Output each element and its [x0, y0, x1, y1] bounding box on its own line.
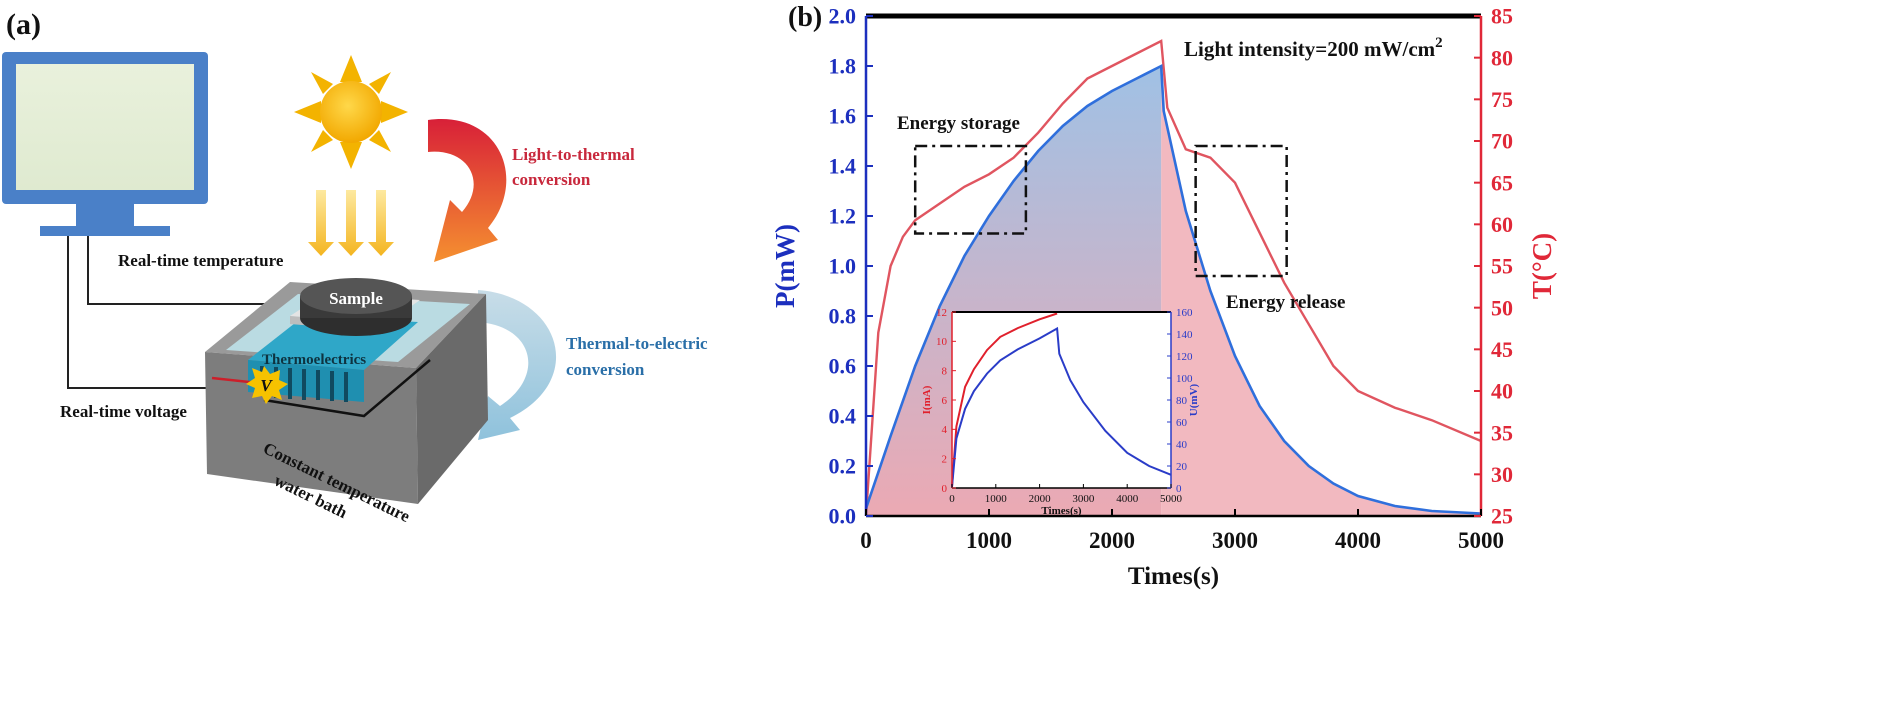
- light-to-thermal-arrow: [428, 119, 507, 262]
- y2-tick-label: 55: [1491, 254, 1513, 279]
- y-tick-label: 1.8: [829, 54, 857, 79]
- y-tick-label: 10: [936, 336, 948, 348]
- y2-tick-label: 100: [1176, 373, 1193, 385]
- temperature-series-line: [864, 39, 1482, 517]
- power-series-line: [864, 63, 1482, 515]
- y2-tick-label: 120: [1176, 351, 1193, 363]
- y2-tick-label: 140: [1176, 329, 1193, 341]
- y2-tick-label: 60: [1176, 417, 1188, 429]
- y2-tick-label: 45: [1491, 337, 1513, 362]
- y2-tick-label: 60: [1491, 212, 1513, 237]
- y-tick-label: 12: [936, 307, 947, 319]
- dashdot-box: [1194, 144, 1288, 278]
- sun-icon: [294, 55, 408, 169]
- y-tick-label: 1.6: [829, 104, 857, 129]
- x-tick-label: 2000: [1029, 493, 1052, 505]
- y-tick-label: 8: [942, 366, 948, 378]
- y-tick-label: 2: [942, 454, 948, 466]
- power-release-fill: [1161, 66, 1481, 516]
- x-tick-label: 3000: [1072, 493, 1095, 505]
- current-series-line: [951, 312, 1058, 487]
- light-beam-arrows: [308, 190, 394, 256]
- main-chart: 0 1000 2000 3000 4000 50000.00.20.40.60.81.01…: [770, 4, 1557, 590]
- x-tick-label: 2000: [1089, 528, 1135, 553]
- x-tick-label: 1000: [966, 528, 1012, 553]
- x-tick-label: 5000: [1160, 493, 1183, 505]
- y-axis-title: I(mA): [921, 385, 933, 414]
- sample-disc: [300, 278, 412, 336]
- sample-label: Sample: [329, 289, 383, 308]
- y-tick-label: 0.2: [829, 454, 857, 479]
- y2-tick-label: 40: [1176, 439, 1188, 451]
- inset-chart: 0 1000 2000 3000 4000 50000246810120204060801…: [921, 307, 1200, 517]
- y-tick-label: 6: [942, 395, 948, 407]
- real-time-voltage-label: Real-time voltage: [60, 402, 187, 421]
- real-time-temperature-label: Real-time temperature: [118, 251, 284, 270]
- y2-tick-label: 85: [1491, 4, 1513, 29]
- y-tick-label: 0.8: [829, 304, 857, 329]
- voltmeter-label: V: [260, 376, 273, 395]
- y2-tick-label: 160: [1176, 307, 1193, 319]
- y2-tick-label: 25: [1491, 504, 1513, 529]
- energy-release-label: Energy release: [1226, 292, 1345, 313]
- y2-tick-label: 75: [1491, 87, 1513, 112]
- thermoelectrics-label: Thermoelectrics: [262, 352, 366, 368]
- x-tick-label: 1000: [985, 493, 1008, 505]
- y-tick-label: 0: [942, 483, 948, 495]
- x-axis-title: Times(s): [1128, 563, 1219, 590]
- y-tick-label: 2.0: [829, 4, 857, 29]
- panel-b: (b) 0 1000 2000 3000 4000 50000.00.20.40.60.8…: [770, 2, 1557, 590]
- x-tick-label: 3000: [1212, 528, 1258, 553]
- y-tick-label: 0.6: [829, 354, 857, 379]
- y-tick-label: 1.4: [829, 154, 857, 179]
- light-intensity-label: Light intensity=200 mW/cm2: [1184, 35, 1443, 61]
- x-tick-label: 5000: [1458, 528, 1504, 553]
- x-tick-label: 4000: [1116, 493, 1139, 505]
- x-tick-label: 0: [949, 493, 955, 505]
- y2-tick-label: 50: [1491, 295, 1513, 320]
- y2-tick-label: 0: [1176, 483, 1182, 495]
- x-tick-label: 0: [860, 528, 872, 553]
- energy-storage-label: Energy storage: [897, 113, 1020, 134]
- thermal-to-electric-label: Thermal-to-electric conversion: [566, 334, 712, 379]
- x-axis-title: Times(s): [1041, 505, 1081, 517]
- y2-tick-label: 20: [1176, 461, 1188, 473]
- y-axis-title: P(mW): [770, 224, 800, 308]
- y-tick-label: 1.2: [829, 204, 857, 229]
- monitor-icon: [2, 52, 208, 236]
- voltage-series-line: [951, 326, 1172, 487]
- y2-tick-label: 80: [1176, 395, 1188, 407]
- y2-axis-title: T(°C): [1527, 233, 1557, 299]
- y2-tick-label: 40: [1491, 379, 1513, 404]
- y2-tick-label: 65: [1491, 170, 1513, 195]
- y-tick-label: 1.0: [829, 254, 857, 279]
- inset-background: [952, 312, 1171, 488]
- y2-tick-label: 80: [1491, 45, 1513, 70]
- panel-a-label: (a): [6, 8, 41, 41]
- y-tick-label: 0.0: [829, 504, 857, 529]
- y2-tick-label: 70: [1491, 129, 1513, 154]
- y2-tick-label: 35: [1491, 420, 1513, 445]
- temperature-wire: [87, 236, 330, 305]
- panel-b-label: (b): [788, 2, 822, 33]
- y2-axis-title: U(mV): [1188, 383, 1200, 416]
- y-tick-label: 0.4: [829, 404, 857, 429]
- thermal-to-electric-arrow: [478, 290, 557, 440]
- x-tick-label: 4000: [1335, 528, 1381, 553]
- dashdot-boxes: [913, 144, 1288, 278]
- dashdot-box: [913, 144, 1028, 235]
- panel-a: (a): [2, 8, 712, 526]
- light-to-thermal-label: Light-to-thermal conversion: [512, 145, 639, 189]
- y-tick-label: 4: [942, 424, 948, 436]
- y2-tick-label: 30: [1491, 462, 1513, 487]
- circuit-wire-black: [263, 359, 431, 418]
- voltmeter-icon: [246, 366, 288, 404]
